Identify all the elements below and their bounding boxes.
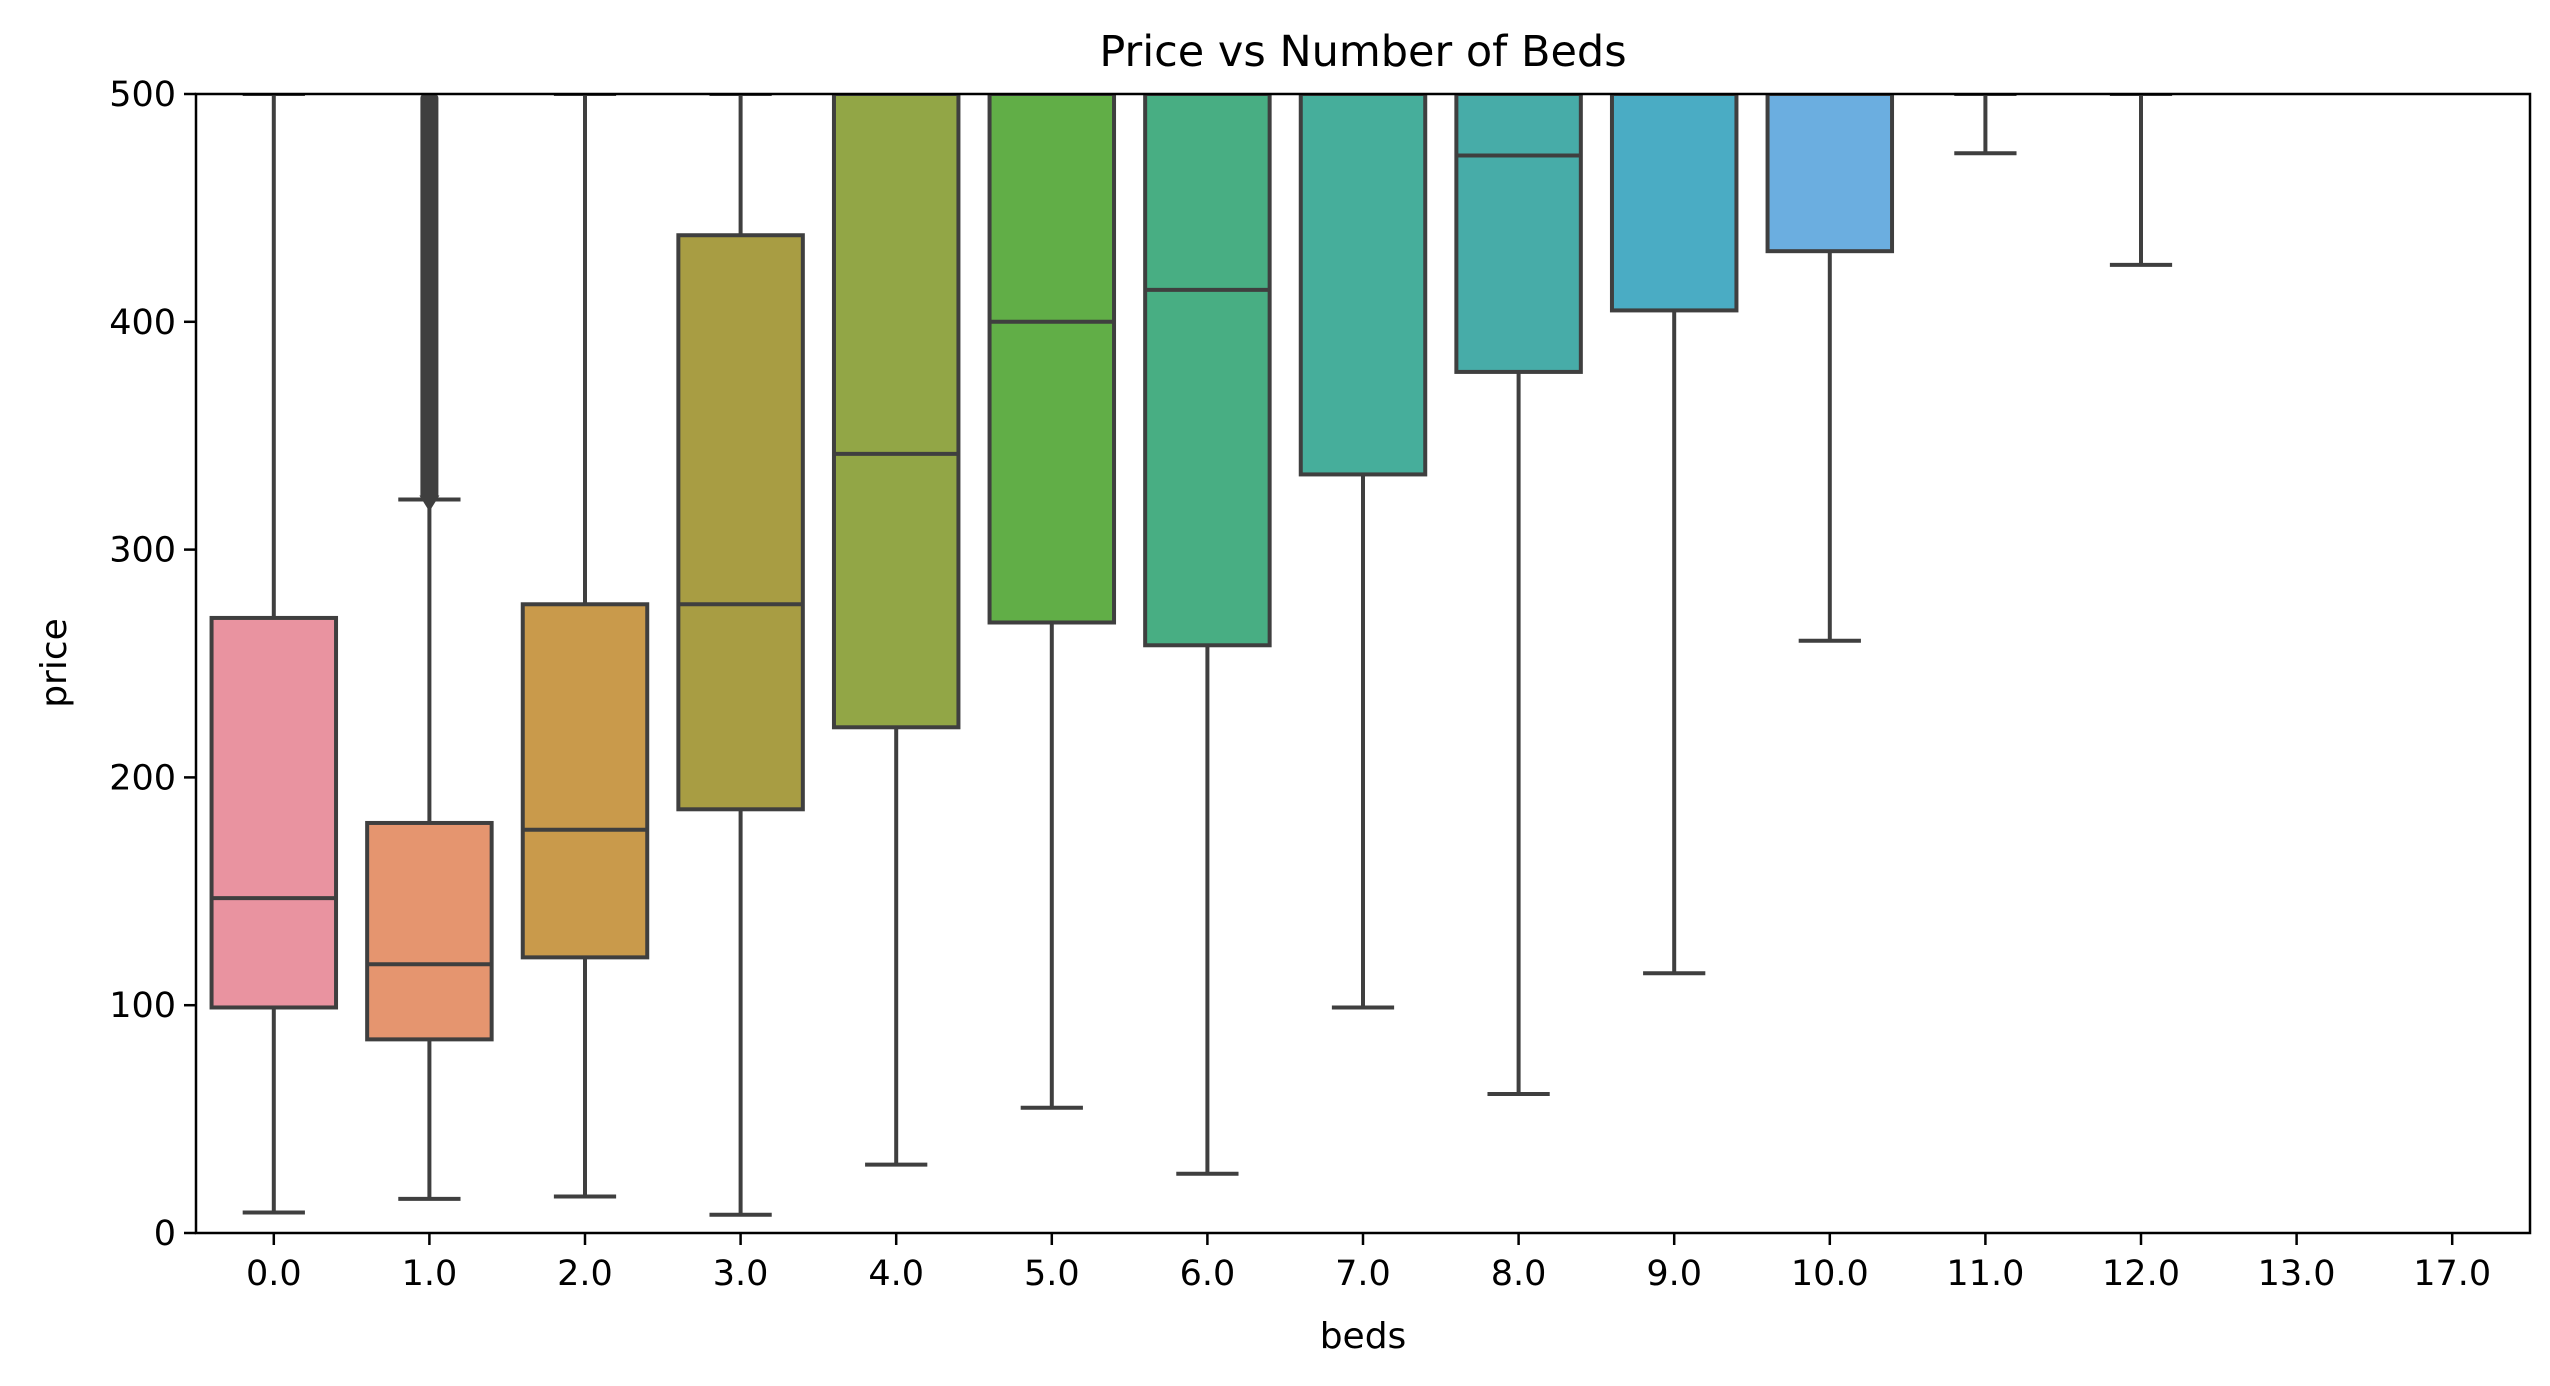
box-group-0.0 (209, 94, 339, 1215)
x-tick-label: 11.0 (1946, 1254, 2024, 1294)
box-group-5.0 (987, 94, 1117, 1110)
x-tick-label: 7.0 (1335, 1254, 1391, 1294)
y-tick-label: 500 (109, 75, 176, 115)
boxes-layer (209, 94, 2173, 1217)
x-tick-label: 10.0 (1791, 1254, 1869, 1294)
box-group-3.0 (676, 94, 805, 1217)
y-tick-label: 200 (109, 758, 176, 798)
chart-title: Price vs Number of Beds (1099, 27, 1626, 77)
box-group-1.0 (365, 94, 494, 1201)
x-tick-label: 12.0 (2102, 1254, 2180, 1294)
box-group-6.0 (1143, 94, 1272, 1176)
x-tick-label: 13.0 (2258, 1254, 2336, 1294)
x-tick-label: 5.0 (1024, 1254, 1080, 1294)
box-group-4.0 (831, 94, 961, 1167)
box-group-7.0 (1298, 94, 1428, 1010)
box-group-2.0 (520, 94, 650, 1199)
x-axis: 0.0 1.0 2.0 3.0 4.0 5.0 6.0 7.0 8.0 9.0 10.0 11.0 12… (246, 1233, 2491, 1294)
box-iqr (1143, 94, 1272, 648)
x-axis-title: beds (1320, 1316, 1407, 1357)
x-tick-label: 17.0 (2413, 1254, 2491, 1294)
box-iqr (676, 233, 805, 812)
box-iqr (1765, 94, 1895, 254)
x-tick-label: 1.0 (402, 1254, 458, 1294)
x-tick-label: 6.0 (1180, 1254, 1236, 1294)
box-iqr (987, 94, 1117, 625)
y-tick-label: 300 (109, 531, 176, 571)
x-tick-label: 9.0 (1646, 1254, 1702, 1294)
box-group-8.0 (1454, 94, 1583, 1097)
x-tick-label: 8.0 (1491, 1254, 1547, 1294)
y-axis: 0 100 200 300 400 500 (109, 75, 196, 1254)
outlier-marker (419, 495, 440, 512)
y-tick-label: 0 (154, 1214, 176, 1254)
box-group-10.0 (1765, 94, 1895, 643)
x-tick-label: 0.0 (246, 1254, 302, 1294)
box-iqr (1298, 94, 1428, 477)
box-group-11.0 (1954, 94, 2017, 156)
x-tick-label: 2.0 (557, 1254, 613, 1294)
y-axis-title: price (34, 618, 75, 708)
y-tick-label: 100 (109, 986, 176, 1026)
x-tick-label: 4.0 (868, 1254, 924, 1294)
box-iqr (831, 94, 961, 730)
outlier-band (420, 94, 439, 500)
box-iqr (1454, 94, 1583, 374)
box-group-9.0 (1609, 94, 1739, 976)
x-tick-label: 3.0 (713, 1254, 769, 1294)
box-iqr (1609, 94, 1739, 313)
box-group-12.0 (2109, 94, 2173, 267)
y-tick-label: 400 (109, 303, 176, 343)
box-iqr (209, 615, 339, 1010)
box-iqr (520, 602, 650, 960)
box-iqr (365, 820, 494, 1042)
